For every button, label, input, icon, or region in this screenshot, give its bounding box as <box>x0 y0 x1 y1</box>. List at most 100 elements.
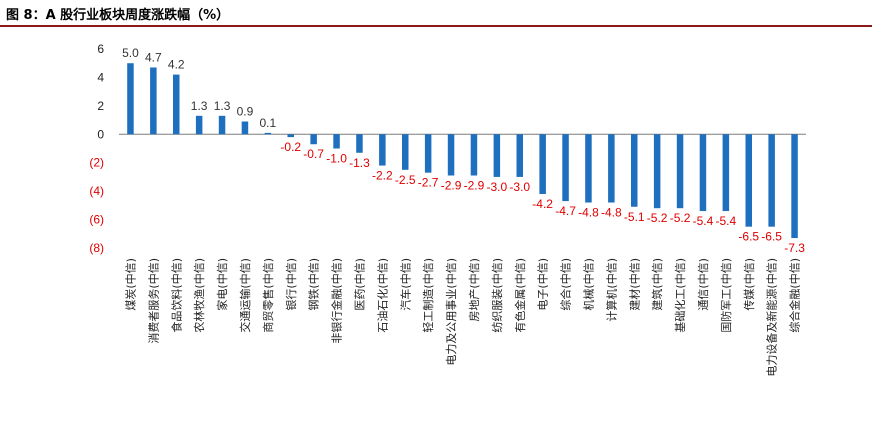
y-tick-label: (6) <box>89 213 104 227</box>
category-label: 机械(中信) <box>581 258 595 311</box>
category-label: 基础化工(中信) <box>673 258 687 333</box>
category-label: 农林牧渔(中信) <box>192 258 206 333</box>
bar <box>470 134 478 176</box>
y-tick-label: (8) <box>89 241 104 255</box>
bar <box>241 121 249 135</box>
data-label: 0.1 <box>260 116 277 130</box>
category-label: 商贸零售(中信) <box>261 258 275 333</box>
data-label: -5.4 <box>693 214 714 228</box>
category-label: 煤炭(中信) <box>124 258 137 311</box>
data-label: -2.9 <box>464 179 485 193</box>
data-label: -5.1 <box>624 210 645 224</box>
bar <box>493 134 501 177</box>
bar <box>722 134 730 212</box>
category-label: 电子(中信) <box>537 258 550 311</box>
bar <box>424 134 432 173</box>
data-label: -2.2 <box>372 169 393 183</box>
title-divider <box>0 25 872 27</box>
y-tick-label: 4 <box>97 70 104 84</box>
category-label: 综合(中信) <box>559 258 573 311</box>
bar <box>356 134 363 153</box>
bar <box>287 134 294 138</box>
bar <box>379 134 386 166</box>
data-label: -0.7 <box>303 147 324 161</box>
category-label: 石油石化(中信) <box>375 258 389 333</box>
data-label: -6.5 <box>761 230 782 244</box>
data-label: 1.3 <box>214 99 231 113</box>
category-label: 家电(中信) <box>215 258 229 311</box>
data-label: -2.7 <box>418 176 439 190</box>
data-label: -4.7 <box>555 204 576 218</box>
category-label: 交通运输(中信) <box>238 258 252 333</box>
category-label: 汽车(中信) <box>398 258 412 311</box>
data-label: -4.8 <box>601 206 622 220</box>
bar <box>173 74 180 135</box>
category-label: 有色金属(中信) <box>513 258 527 333</box>
data-label: -5.2 <box>670 211 691 225</box>
bar <box>218 115 226 135</box>
y-tick-label: 6 <box>97 42 104 56</box>
data-label: -6.5 <box>738 230 759 244</box>
category-label: 食品饮料(中信) <box>169 258 183 333</box>
bar <box>310 134 317 145</box>
data-label: 5.0 <box>122 46 139 60</box>
bar <box>745 134 752 227</box>
y-tick-label: 0 <box>97 127 104 141</box>
bar <box>699 134 707 212</box>
data-label: 4.2 <box>168 58 185 72</box>
y-tick-label: 2 <box>97 99 104 113</box>
category-label: 房地产(中信) <box>467 258 481 322</box>
bar <box>333 134 340 149</box>
bar <box>447 134 455 176</box>
category-label: 钢铁(中信) <box>308 258 321 311</box>
bar <box>264 132 272 135</box>
bar <box>195 115 203 135</box>
data-label: -1.3 <box>349 156 370 170</box>
category-label: 银行(中信) <box>284 258 298 311</box>
category-label: 非银行金融(中信) <box>330 258 344 344</box>
category-label: 传媒(中信) <box>743 258 756 311</box>
bar <box>653 134 661 209</box>
data-label: -2.5 <box>395 173 416 187</box>
data-label: -1.0 <box>326 152 347 166</box>
data-label: -3.0 <box>487 180 508 194</box>
category-label: 电力及公用事业(中信) <box>445 258 458 366</box>
data-label: -2.9 <box>441 179 462 193</box>
y-tick-label: (4) <box>89 184 104 198</box>
bar <box>676 134 684 209</box>
category-label: 通信(中信) <box>697 258 710 311</box>
data-label: -5.2 <box>647 211 668 225</box>
category-label: 电力设备及新能源(中信) <box>765 258 779 377</box>
data-label: -4.2 <box>532 197 553 211</box>
bar <box>768 134 775 227</box>
bar <box>562 134 569 202</box>
data-label: -7.3 <box>784 241 805 255</box>
data-label: 1.3 <box>191 99 208 113</box>
category-label: 消费者服务(中信) <box>146 258 160 344</box>
category-label: 建筑(中信) <box>650 258 664 311</box>
category-label: 综合金融(中信) <box>788 258 802 333</box>
category-label: 建材(中信) <box>627 258 641 311</box>
bar <box>516 134 523 177</box>
bar <box>539 134 546 194</box>
bar <box>150 67 157 135</box>
bar <box>791 134 798 239</box>
data-label: 0.9 <box>237 104 254 118</box>
data-label: -0.2 <box>280 140 301 154</box>
category-label: 计算机(中信) <box>604 258 618 322</box>
category-label: 轻工制造(中信) <box>421 258 435 333</box>
data-label: -5.4 <box>716 214 737 228</box>
bar <box>631 134 638 207</box>
bar <box>127 63 134 135</box>
bar <box>608 134 615 203</box>
category-label: 国防军工(中信) <box>719 258 733 333</box>
category-label: 医药(中信) <box>353 258 366 311</box>
data-label: -4.8 <box>578 206 599 220</box>
page-title: 图 8：A 股行业板块周度涨跌幅（%） <box>6 8 230 23</box>
bar <box>585 134 592 203</box>
bar <box>402 134 409 170</box>
data-label: 4.7 <box>145 50 162 64</box>
category-label: 纺织服装(中信) <box>490 258 504 333</box>
data-label: -3.0 <box>509 180 530 194</box>
